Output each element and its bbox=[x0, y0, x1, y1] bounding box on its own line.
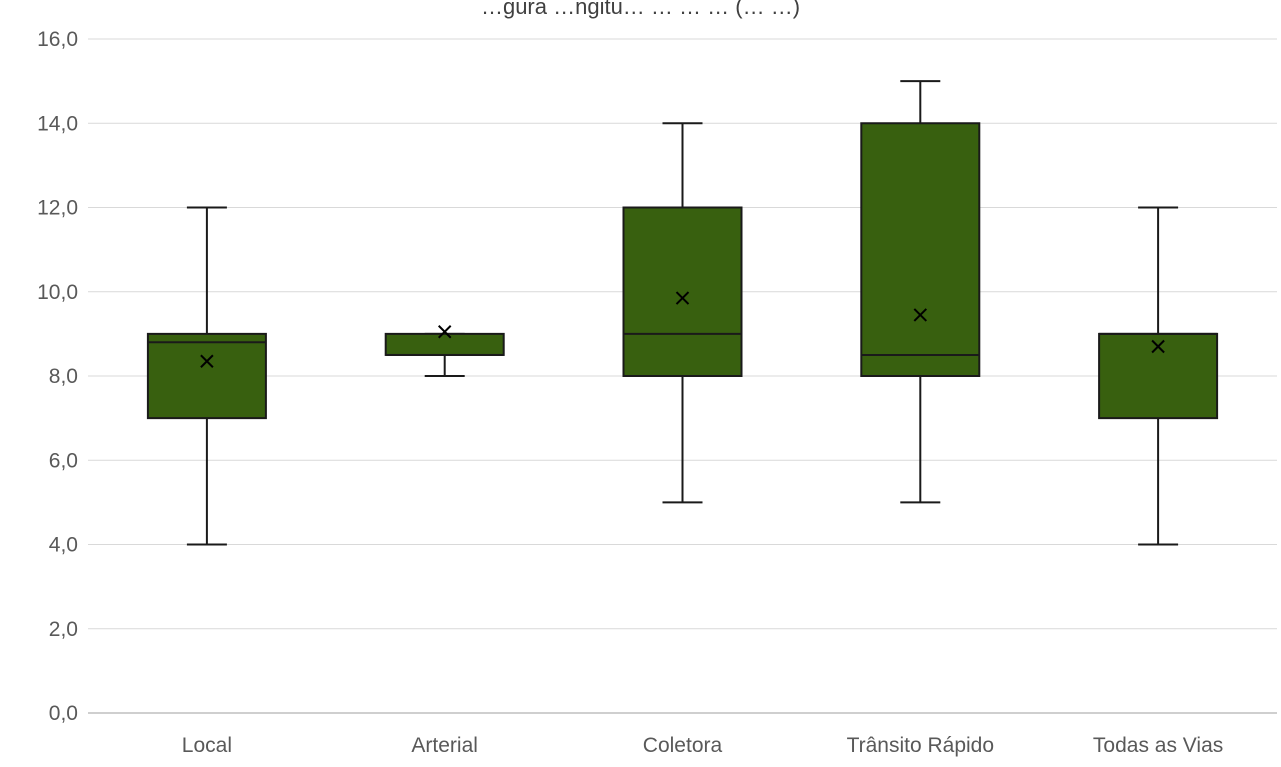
y-tick-label: 10,0 bbox=[37, 281, 78, 304]
box-4 bbox=[1098, 206, 1219, 546]
mean-marker bbox=[675, 291, 690, 305]
y-tick-label: 0,0 bbox=[49, 702, 78, 725]
x-tick-label: Trânsito Rápido bbox=[847, 734, 994, 757]
iqr-box bbox=[384, 332, 505, 356]
mean-marker bbox=[200, 354, 214, 368]
x-tick-label: Todas as Vias bbox=[1093, 734, 1223, 757]
mean-marker bbox=[1151, 339, 1165, 354]
y-tick-label: 4,0 bbox=[49, 534, 78, 557]
y-tick-label: 16,0 bbox=[37, 28, 78, 51]
box-3 bbox=[860, 80, 981, 504]
y-tick-label: 2,0 bbox=[49, 618, 78, 641]
box-1 bbox=[384, 325, 505, 377]
x-tick-label: Local bbox=[182, 734, 232, 757]
x-tick-label: Arterial bbox=[411, 734, 478, 757]
iqr-box bbox=[622, 206, 743, 377]
mean-marker bbox=[913, 308, 928, 322]
y-tick-label: 6,0 bbox=[49, 449, 78, 472]
iqr-box bbox=[146, 332, 267, 420]
chart-title: …gura …ngitu… … … … (… …) bbox=[480, 0, 801, 19]
box-0 bbox=[146, 206, 267, 546]
boxes bbox=[146, 80, 1219, 546]
iqr-box bbox=[860, 122, 981, 377]
y-tick-label: 12,0 bbox=[37, 197, 78, 220]
mean-marker bbox=[437, 325, 452, 339]
x-axis: Local Arterial Coletora Trânsito Rápido Toda… bbox=[88, 712, 1277, 757]
y-axis: 0,0 2,0 4,0 6,0 8,0 10,0 12,0 14,0 16,0 bbox=[37, 28, 78, 725]
x-tick-label: Coletora bbox=[643, 734, 723, 757]
box-2 bbox=[622, 122, 743, 504]
y-tick-label: 8,0 bbox=[49, 365, 78, 388]
y-tick-label: 14,0 bbox=[37, 112, 78, 135]
